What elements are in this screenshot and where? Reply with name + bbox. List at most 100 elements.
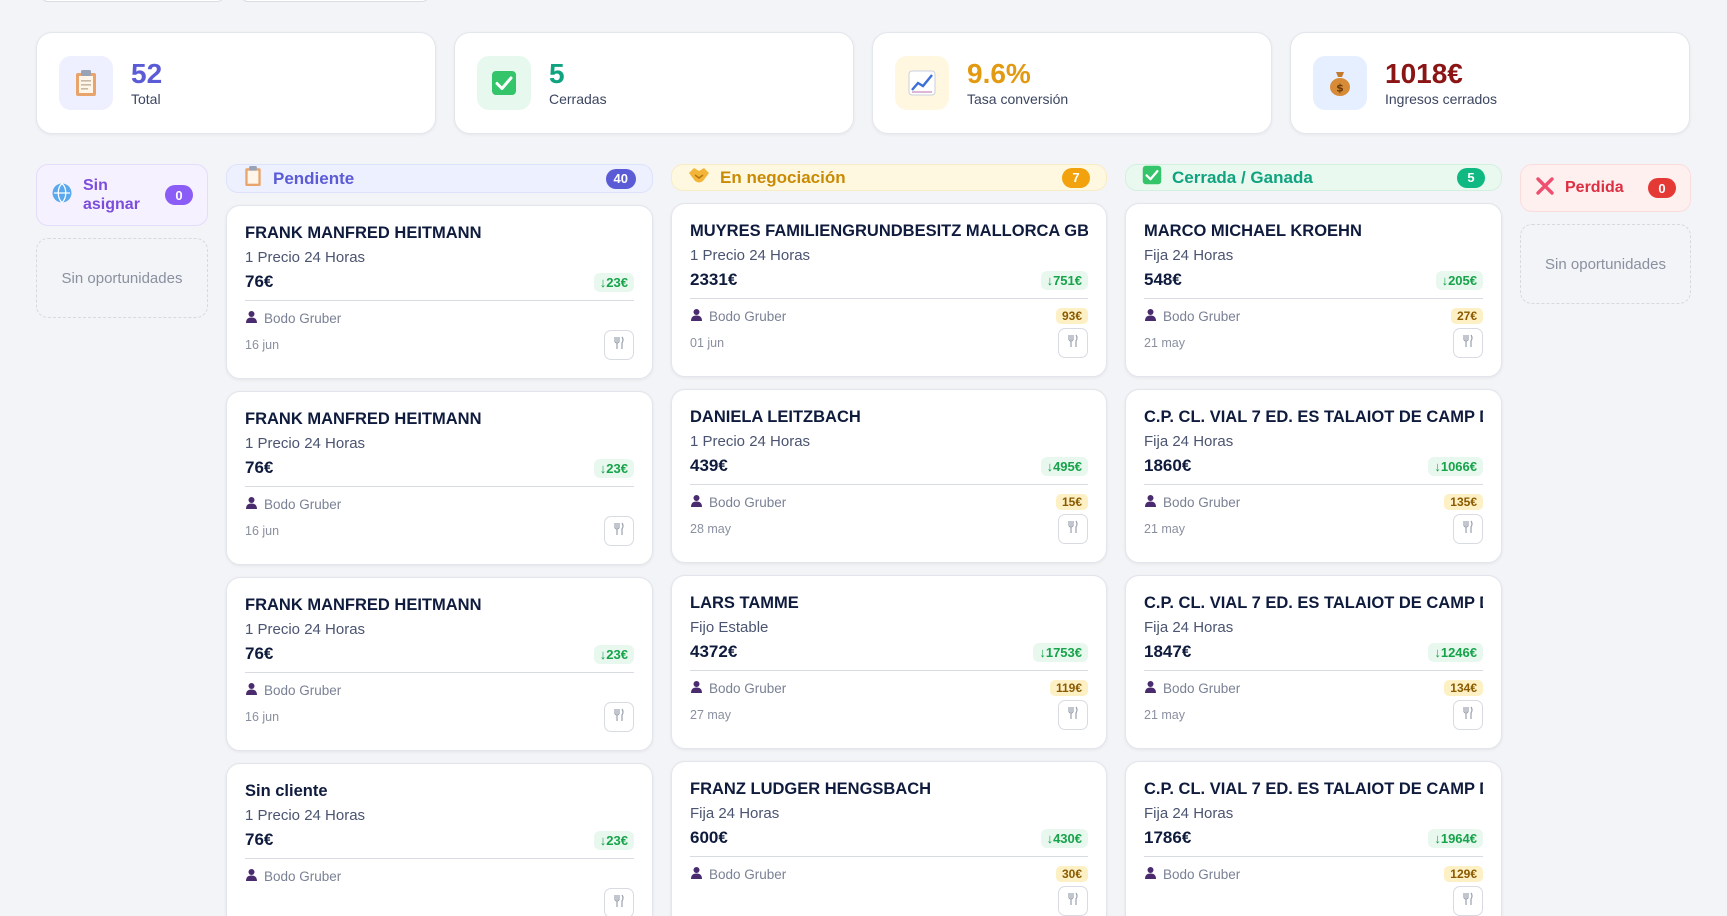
card-owner-name: Bodo Gruber <box>264 868 342 884</box>
user-icon <box>1144 866 1157 882</box>
card-plan: 1 Precio 24 Horas <box>245 435 366 452</box>
card-plan: 1 Precio 24 Horas <box>245 621 366 638</box>
utensils-icon <box>1067 706 1079 725</box>
utensils-icon <box>1067 334 1079 353</box>
card-owner: Bodo Gruber <box>690 494 786 510</box>
opportunity-card[interactable]: C.P. CL. VIAL 7 ED. ES TALAIOT DE CAMP D… <box>1125 761 1502 916</box>
card-owner: Bodo Gruber <box>1144 494 1240 510</box>
card-owner-name: Bodo Gruber <box>709 680 787 696</box>
stat-value: 52 <box>131 58 163 89</box>
opportunity-card[interactable]: MARCO MICHAEL KROEHN Fija 24 Horas 548€ … <box>1125 203 1502 377</box>
card-price: 76€ <box>245 830 274 849</box>
card-action-button[interactable] <box>1453 514 1483 544</box>
card-price: 1860€ <box>1144 456 1192 475</box>
opportunity-card[interactable]: FRANK MANFRED HEITMANN 1 Precio 24 Horas… <box>226 391 653 565</box>
card-client-name: C.P. CL. VIAL 7 ED. ES TALAIOT DE CAMP D <box>1144 594 1483 612</box>
column-header[interactable]: En negociación 7 <box>671 164 1107 191</box>
opportunity-card[interactable]: Sin cliente 1 Precio 24 Horas 76€ ↓23€ B… <box>226 763 653 916</box>
card-date: 28 may <box>690 522 731 536</box>
opportunity-card[interactable]: DANIELA LEITZBACH 1 Precio 24 Horas 439€… <box>671 389 1107 563</box>
card-action-button[interactable] <box>1453 886 1483 916</box>
card-owner-name: Bodo Gruber <box>264 310 342 326</box>
opportunity-card[interactable]: C.P. CL. VIAL 7 ED. ES TALAIOT DE CAMP D… <box>1125 389 1502 563</box>
utensils-icon <box>613 336 625 355</box>
card-owner: Bodo Gruber <box>690 866 786 882</box>
column-title: En negociación <box>720 167 846 187</box>
column-count-badge: 0 <box>1648 178 1676 198</box>
card-date: 16 jun <box>245 338 280 352</box>
card-date: 21 may <box>1144 336 1185 350</box>
stat-label: Ingresos cerrados <box>1385 91 1498 107</box>
stat-label: Tasa conversión <box>967 91 1069 107</box>
card-client-name: FRANK MANFRED HEITMANN <box>245 596 482 614</box>
card-action-button[interactable] <box>1453 700 1483 730</box>
column-count-badge: 0 <box>165 185 193 205</box>
opportunity-card[interactable]: FRANZ LUDGER HENGSBACH Fija 24 Horas 600… <box>671 761 1107 916</box>
card-plan: 1 Precio 24 Horas <box>245 249 366 266</box>
card-action-button[interactable] <box>1058 886 1088 916</box>
stat-value: 9.6% <box>967 58 1031 89</box>
card-saving-badge: ↓23€ <box>593 644 634 664</box>
column-title: Cerrada / Ganada <box>1172 167 1313 187</box>
card-price: 548€ <box>1144 270 1182 289</box>
card-saving-badge: ↓23€ <box>593 830 634 850</box>
card-commission-badge: 119€ <box>1049 680 1088 696</box>
user-icon <box>245 868 258 884</box>
opportunity-card[interactable]: MUYRES FAMILIENGRUNDBESITZ MALLORCA GBR … <box>671 203 1107 377</box>
card-action-button[interactable] <box>604 330 634 360</box>
card-price: 600€ <box>690 828 728 847</box>
column-lost: Perdida 0 Sin oportunidades <box>1520 164 1691 916</box>
svg-text:$: $ <box>1336 82 1344 95</box>
card-action-button[interactable] <box>1058 514 1088 544</box>
card-plan: 1 Precio 24 Horas <box>245 807 366 824</box>
column-header[interactable]: Sin asignar 0 <box>36 164 208 226</box>
empty-state: Sin oportunidades <box>1520 224 1691 304</box>
card-saving-badge: ↓430€ <box>1040 828 1088 848</box>
card-plan: Fija 24 Horas <box>690 805 780 822</box>
card-plan: Fija 24 Horas <box>1144 805 1234 822</box>
card-commission-badge: 129€ <box>1444 866 1483 882</box>
filter-tab-stub[interactable] <box>40 0 225 2</box>
utensils-icon <box>1462 706 1474 725</box>
column-header[interactable]: Pendiente 40 <box>226 164 653 193</box>
card-date: 21 may <box>1144 708 1185 722</box>
opportunity-card[interactable]: FRANK MANFRED HEITMANN 1 Precio 24 Horas… <box>226 577 653 751</box>
clipboard-icon <box>243 165 263 192</box>
card-commission-badge: 30€ <box>1055 866 1088 882</box>
utensils-icon <box>1462 520 1474 539</box>
filter-tab-stub[interactable] <box>240 0 430 2</box>
utensils-icon <box>1067 892 1079 911</box>
check-icon <box>477 56 531 110</box>
card-action-button[interactable] <box>604 516 634 546</box>
column-title: Perdida <box>1565 179 1624 196</box>
card-action-button[interactable] <box>1453 328 1483 358</box>
column-header[interactable]: Cerrada / Ganada 5 <box>1125 164 1502 191</box>
user-icon <box>690 308 703 324</box>
card-price: 2331€ <box>690 270 738 289</box>
card-saving-badge: ↓205€ <box>1435 270 1483 290</box>
check-icon <box>1142 165 1162 190</box>
card-action-button[interactable] <box>604 888 634 916</box>
card-owner: Bodo Gruber <box>1144 308 1240 324</box>
card-commission-badge: 15€ <box>1055 494 1088 510</box>
stat-value: 1018€ <box>1385 58 1463 89</box>
card-date: 01 jun <box>690 336 725 350</box>
card-plan: 1 Precio 24 Horas <box>690 247 811 264</box>
column-count-badge: 7 <box>1062 167 1090 188</box>
card-plan: Fija 24 Horas <box>1144 433 1234 450</box>
column-negotiation: En negociación 7 MUYRES FAMILIENGRUNDBES… <box>671 164 1107 916</box>
column-header[interactable]: Perdida 0 <box>1520 164 1691 212</box>
card-date: 16 jun <box>245 524 280 538</box>
column-title: Sin asignar <box>83 177 140 213</box>
opportunity-card[interactable]: LARS TAMME Fijo Estable 4372€ ↓1753€ Bod… <box>671 575 1107 749</box>
card-action-button[interactable] <box>1058 700 1088 730</box>
opportunity-card[interactable]: FRANK MANFRED HEITMANN 1 Precio 24 Horas… <box>226 205 653 379</box>
card-owner-name: Bodo Gruber <box>1163 866 1241 882</box>
card-saving-badge: ↓1753€ <box>1033 642 1088 662</box>
stat-conversion: 9.6% Tasa conversión <box>872 32 1272 134</box>
opportunity-card[interactable]: C.P. CL. VIAL 7 ED. ES TALAIOT DE CAMP D… <box>1125 575 1502 749</box>
card-action-button[interactable] <box>604 702 634 732</box>
card-action-button[interactable] <box>1058 328 1088 358</box>
stat-total: 52 Total <box>36 32 436 134</box>
card-client-name: C.P. CL. VIAL 7 ED. ES TALAIOT DE CAMP D <box>1144 780 1483 798</box>
